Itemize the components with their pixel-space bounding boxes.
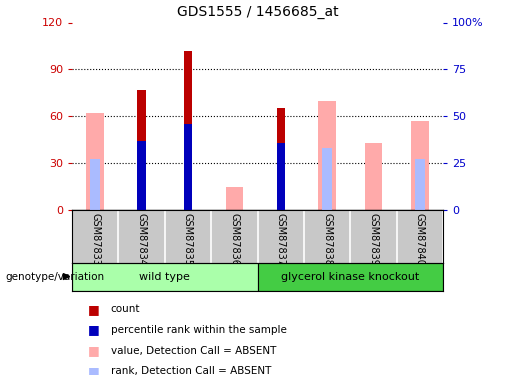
Bar <box>277 142 285 210</box>
Text: wild type: wild type <box>140 272 190 282</box>
Text: ■: ■ <box>88 365 99 375</box>
Bar <box>226 187 243 210</box>
Text: count: count <box>111 304 140 314</box>
Text: ■: ■ <box>88 344 99 357</box>
Bar <box>184 124 192 210</box>
Bar <box>277 108 285 210</box>
Bar <box>184 51 192 210</box>
Bar <box>138 90 146 210</box>
Text: GSM87838: GSM87838 <box>322 213 332 266</box>
Text: genotype/variation: genotype/variation <box>5 272 104 282</box>
Text: glycerol kinase knockout: glycerol kinase knockout <box>281 272 419 282</box>
Text: GSM87837: GSM87837 <box>276 213 286 266</box>
Bar <box>87 113 104 210</box>
Bar <box>318 100 336 210</box>
Text: ■: ■ <box>88 303 99 316</box>
Bar <box>415 159 425 210</box>
Bar <box>322 148 332 210</box>
Text: GSM87834: GSM87834 <box>136 213 147 266</box>
Text: percentile rank within the sample: percentile rank within the sample <box>111 325 287 335</box>
Title: GDS1555 / 1456685_at: GDS1555 / 1456685_at <box>177 5 338 19</box>
Text: GSM87840: GSM87840 <box>415 213 425 266</box>
Bar <box>365 143 382 210</box>
Bar <box>411 121 428 210</box>
Text: value, Detection Call = ABSENT: value, Detection Call = ABSENT <box>111 346 276 355</box>
Bar <box>258 262 443 291</box>
Text: GSM87836: GSM87836 <box>229 213 239 266</box>
Text: GSM87839: GSM87839 <box>368 213 379 266</box>
Text: GSM87835: GSM87835 <box>183 213 193 266</box>
Bar <box>72 262 258 291</box>
Bar <box>138 141 146 210</box>
Text: rank, Detection Call = ABSENT: rank, Detection Call = ABSENT <box>111 366 271 375</box>
Bar <box>90 159 100 210</box>
Text: GSM87833: GSM87833 <box>90 213 100 266</box>
Text: ■: ■ <box>88 324 99 336</box>
